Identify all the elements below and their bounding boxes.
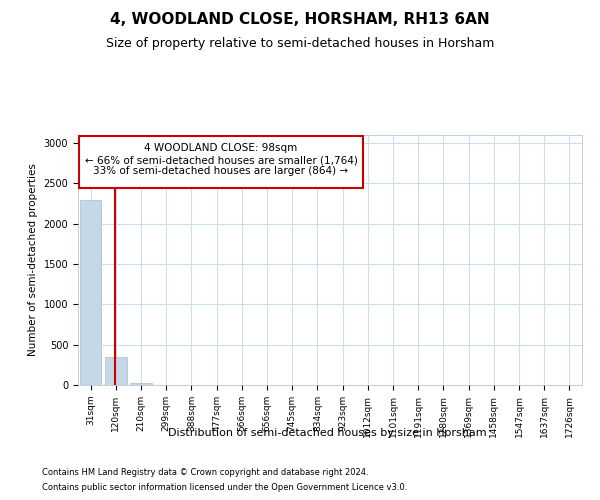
Text: 4, WOODLAND CLOSE, HORSHAM, RH13 6AN: 4, WOODLAND CLOSE, HORSHAM, RH13 6AN <box>110 12 490 28</box>
Text: Contains public sector information licensed under the Open Government Licence v3: Contains public sector information licen… <box>42 483 407 492</box>
Y-axis label: Number of semi-detached properties: Number of semi-detached properties <box>28 164 38 356</box>
Bar <box>130 382 152 385</box>
Text: Contains HM Land Registry data © Crown copyright and database right 2024.: Contains HM Land Registry data © Crown c… <box>42 468 368 477</box>
Text: 33% of semi-detached houses are larger (864) →: 33% of semi-detached houses are larger (… <box>94 166 349 176</box>
Text: Size of property relative to semi-detached houses in Horsham: Size of property relative to semi-detach… <box>106 38 494 51</box>
Bar <box>105 357 127 385</box>
Bar <box>80 200 101 385</box>
Text: ← 66% of semi-detached houses are smaller (1,764): ← 66% of semi-detached houses are smalle… <box>85 155 358 165</box>
Text: Distribution of semi-detached houses by size in Horsham: Distribution of semi-detached houses by … <box>167 428 487 438</box>
Text: 4 WOODLAND CLOSE: 98sqm: 4 WOODLAND CLOSE: 98sqm <box>145 143 298 153</box>
FancyBboxPatch shape <box>79 136 363 188</box>
